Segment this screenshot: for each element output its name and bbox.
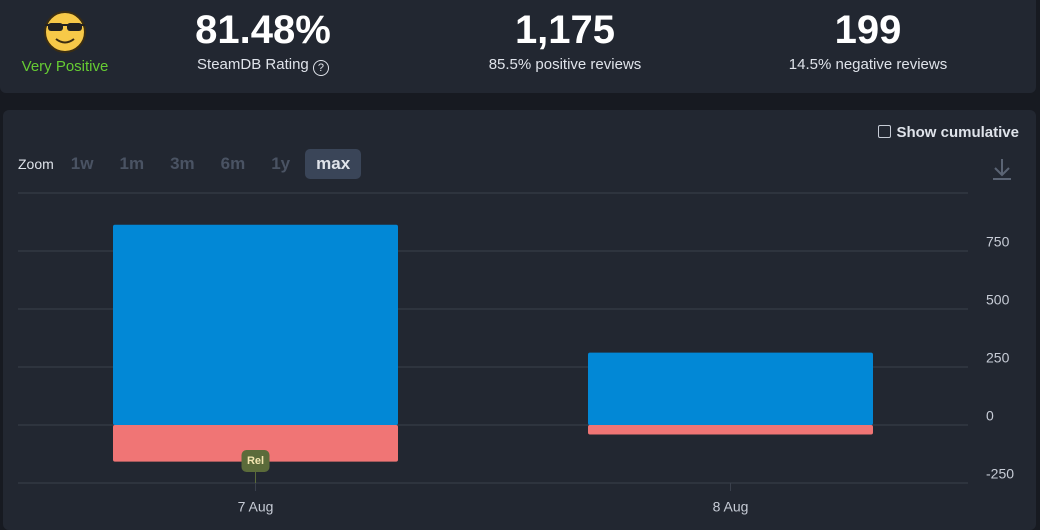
stat: 199 14.5% negative reviews — [738, 6, 998, 73]
cumulative-toggle[interactable]: Show cumulative — [878, 124, 1019, 141]
y-tick-label: 500 — [986, 292, 1010, 308]
x-tick-label: 7 Aug — [238, 499, 274, 515]
emoji-icon — [44, 11, 86, 53]
help-icon[interactable]: ? — [312, 60, 329, 76]
summary-bar: Very Positive 81.48% SteamDB Rating ? 1,… — [0, 0, 1036, 93]
caption-text: SteamDB Rating — [197, 56, 309, 73]
download-icon[interactable] — [990, 157, 1014, 181]
toggle-label: Show cumulative — [896, 124, 1019, 141]
checkbox[interactable] — [878, 125, 892, 138]
zoom-button[interactable]: 3m — [170, 154, 195, 173]
zoom-button[interactable]: max — [305, 149, 362, 179]
x-tick-label: 8 Aug — [713, 499, 749, 515]
y-tick-label: 0 — [986, 408, 994, 424]
zoom-bar: Zoom 1w 1m 3m 6m 1y max — [18, 149, 365, 179]
rating-label: Very Positive — [21, 58, 109, 75]
zoom-button[interactable]: 6m — [220, 154, 246, 173]
zoom-button[interactable]: 1w — [70, 154, 94, 173]
zoom-label: Zoom — [18, 156, 54, 172]
y-tick-label: -250 — [986, 466, 1014, 482]
y-tick-label: 750 — [986, 234, 1010, 250]
zoom-button[interactable]: 1y — [271, 154, 291, 173]
stat: 81.48% SteamDB Rating ? — [133, 6, 393, 76]
bar — [588, 352, 873, 425]
zoom-button[interactable]: 1m — [119, 154, 145, 173]
y-tick-label: 250 — [986, 350, 1010, 366]
stat-caption: 85.5% positive reviews — [488, 56, 642, 73]
bar — [113, 425, 398, 462]
stat-value: 81.48% — [195, 8, 331, 52]
bar — [588, 425, 873, 435]
annotation-badge — [241, 450, 270, 472]
stat-value: 199 — [834, 8, 902, 52]
chart-panel: Show cumulative Zoom 1w 1m 3m 6m 1y max -250 0… — [3, 110, 1036, 530]
bar — [113, 224, 398, 425]
stat: 1,175 85.5% positive reviews — [435, 6, 695, 73]
stat-value: 1,175 — [514, 8, 616, 52]
stat-caption: 14.5% negative reviews — [788, 56, 948, 73]
annotation-text: Rel — [247, 455, 264, 467]
stat-caption: SteamDB Rating ? — [133, 56, 393, 76]
